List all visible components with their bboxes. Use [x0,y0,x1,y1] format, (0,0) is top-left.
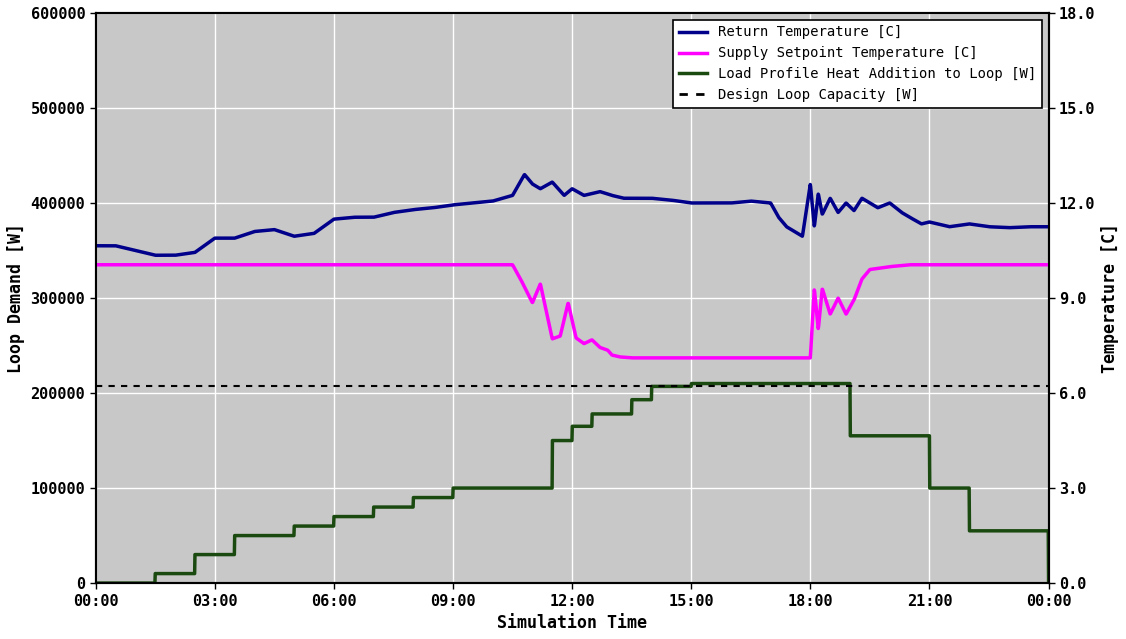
Y-axis label: Temperature [C]: Temperature [C] [1101,223,1119,373]
X-axis label: Simulation Time: Simulation Time [497,614,647,632]
Legend: Return Temperature [C], Supply Setpoint Temperature [C], Load Profile Heat Addit: Return Temperature [C], Supply Setpoint … [673,20,1042,108]
Y-axis label: Loop Demand [W]: Loop Demand [W] [7,223,25,373]
